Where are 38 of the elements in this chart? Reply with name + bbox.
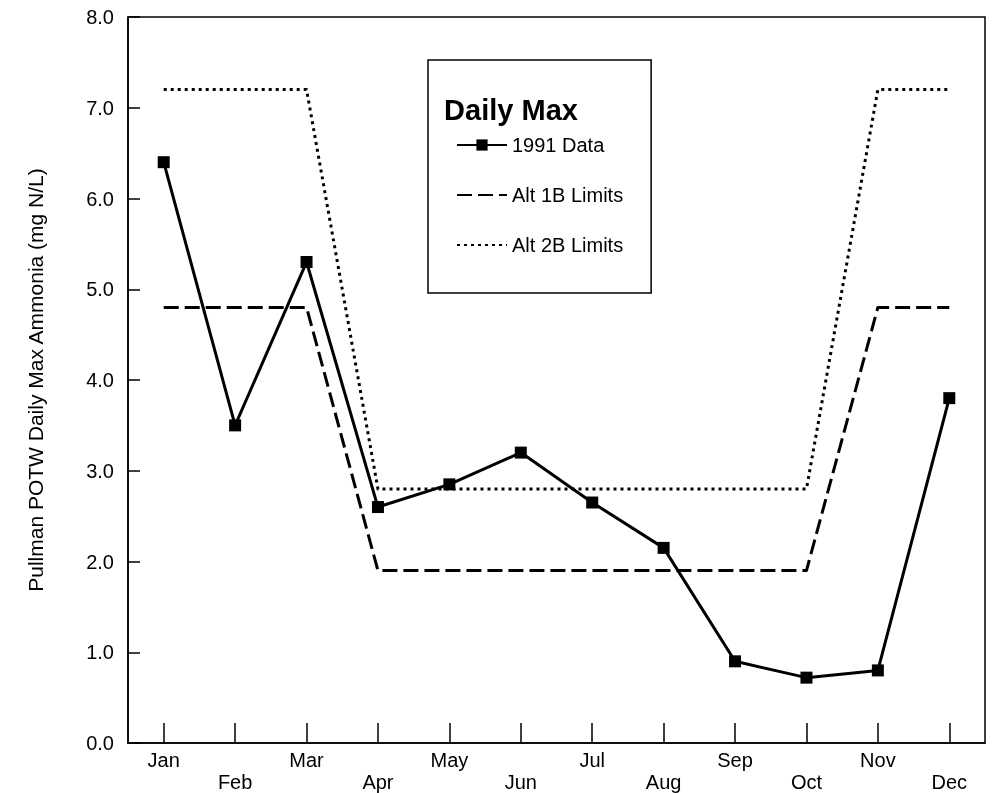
y-tick-label: 5.0 [86, 278, 114, 301]
x-tick-label: Sep [717, 749, 753, 771]
point [157, 156, 170, 169]
x-tick-label: Apr [362, 771, 394, 793]
y-axis-title: Pullman POTW Daily Max Ammonia (mg N/L) [24, 168, 47, 592]
y-tick-label: 4.0 [86, 369, 114, 391]
point [514, 446, 527, 459]
y-tick-label: 3.0 [86, 459, 114, 482]
point [371, 501, 384, 514]
point [229, 419, 242, 432]
x-tick-label: Aug [645, 771, 682, 793]
point [586, 496, 599, 509]
legend-label: Alt 1B Limits [512, 184, 624, 206]
x-tick-label: Oct [790, 771, 823, 793]
y-tick-label: 7.0 [86, 96, 114, 119]
x-tick-label: Mar [289, 749, 325, 771]
legend-title: Daily Max [444, 93, 578, 126]
point [300, 256, 313, 269]
y-tick-label: 6.0 [86, 187, 114, 210]
x-tick-label: Nov [860, 749, 896, 771]
legend-label: Alt 2B Limits [512, 234, 624, 256]
y-tick-label: 2.0 [86, 550, 114, 573]
y-tick-label: 1.0 [86, 641, 114, 664]
point [657, 541, 670, 554]
x-tick-label: Jan [147, 749, 180, 771]
point [443, 478, 456, 491]
point [871, 664, 884, 677]
point [800, 671, 813, 684]
x-tick-label: Jun [504, 771, 537, 793]
legend-label: 1991 Data [512, 134, 606, 156]
y-tick-label: 8.0 [86, 6, 114, 28]
x-tick-label: Dec [931, 771, 968, 793]
point [943, 392, 956, 405]
x-tick-label: May [430, 749, 469, 771]
y-tick-label: 0.0 [86, 732, 114, 754]
x-tick-label: Jul [579, 749, 605, 771]
x-tick-label: Feb [217, 771, 253, 793]
point [729, 655, 742, 668]
